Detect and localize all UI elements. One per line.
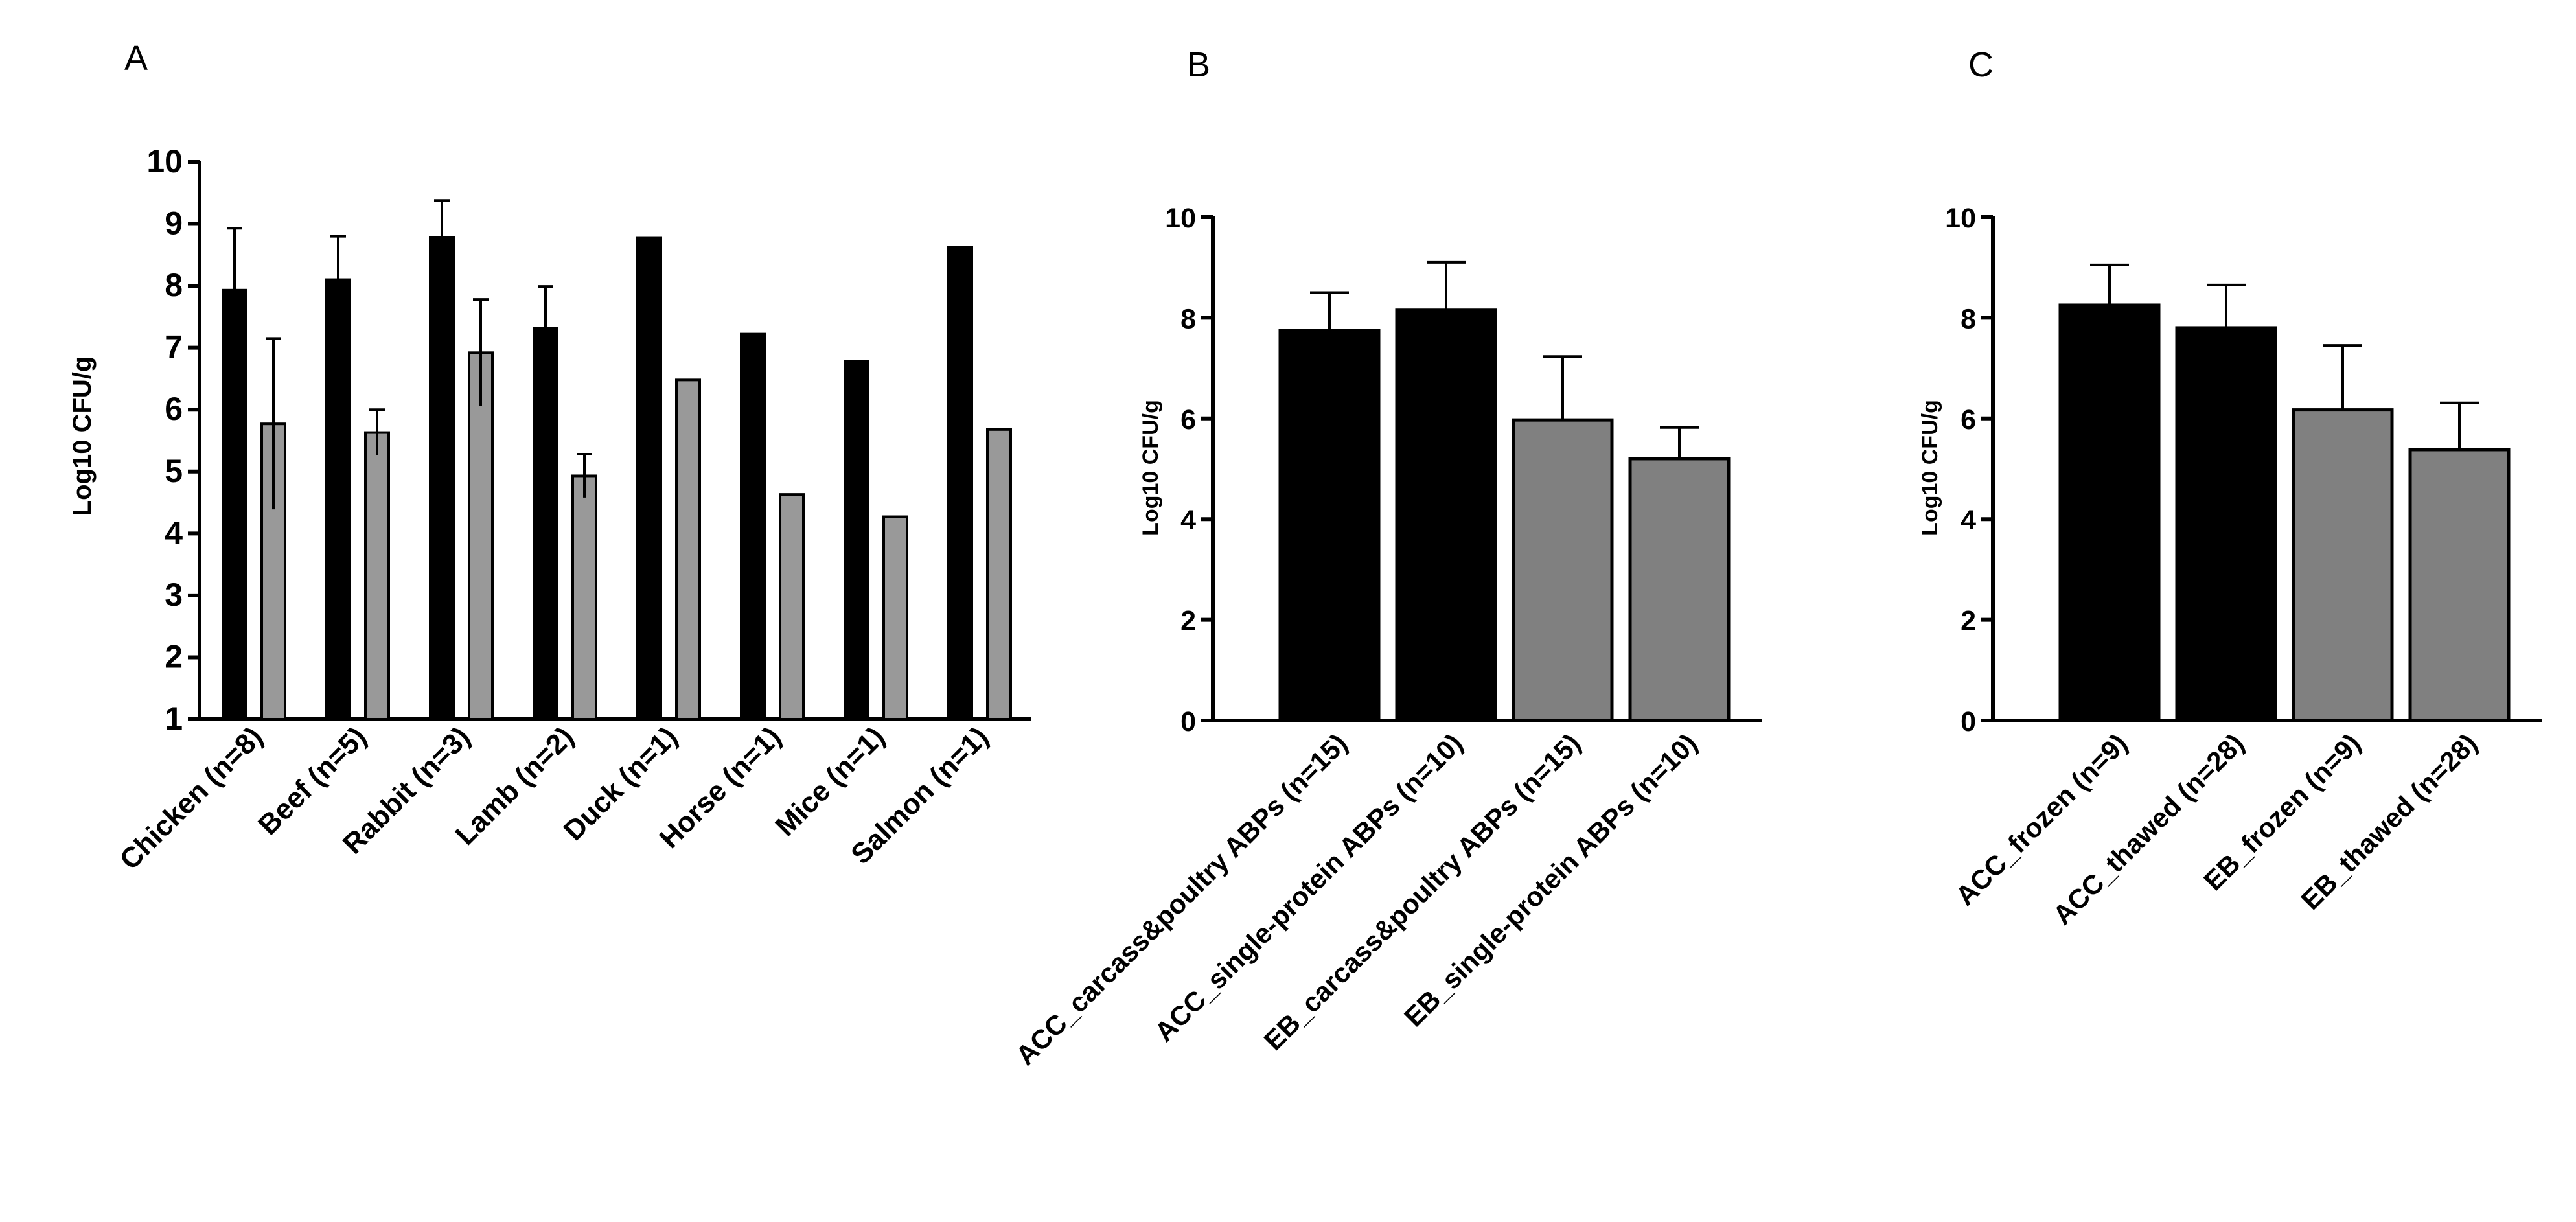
panel-c-y-tick-label: 4	[1961, 505, 1976, 536]
panel-b-y-label: Log10 CFU/g	[1138, 400, 1163, 536]
panel-c-letter: C	[1968, 45, 1994, 84]
panel-a-category-label: Chicken (n=8)	[114, 721, 270, 876]
panel-a-y-tick-label: 8	[165, 267, 183, 303]
panel-b-y-tick-label: 4	[1180, 505, 1196, 536]
panel-a-bar-black	[844, 360, 869, 721]
panel-b-bar	[1628, 457, 1731, 722]
panel-c-category-label: ACC_thawed (n=28)	[2047, 728, 2249, 930]
panel-a-bar-black	[533, 327, 558, 721]
panel-b-bar	[1278, 329, 1381, 722]
panel-b-y-tick-label: 6	[1180, 404, 1196, 435]
panel-a-y-tick-label: 10	[146, 143, 183, 179]
panel-a-bar-gray	[468, 351, 494, 721]
panel-a-bar-gray	[986, 428, 1012, 721]
panel-c-bar	[2292, 408, 2394, 722]
panel-a-y-tick-label: 7	[165, 329, 183, 365]
panel-c-y-tick-label: 10	[1945, 203, 1976, 234]
panel-c-y-tick-label: 6	[1961, 404, 1976, 435]
panel-b-bar	[1512, 418, 1614, 722]
panel-a-y-tick-label: 9	[165, 205, 183, 242]
panel-a-y-tick-label: 4	[165, 514, 183, 551]
panel-a-y-tick-label: 3	[165, 577, 183, 613]
panel-b-y-tick-label: 10	[1165, 203, 1196, 234]
panel-a-y-tick-label: 6	[165, 391, 183, 427]
panel-b-y-tick-label: 8	[1180, 303, 1196, 334]
panel-b-letter: B	[1187, 45, 1210, 84]
panel-a-y-tick-label: 5	[165, 453, 183, 489]
panel-c-y-label: Log10 CFU/g	[1918, 400, 1942, 536]
panel-a-letter: A	[124, 39, 148, 78]
panel-b-bar	[1395, 308, 1497, 722]
panel-a-y-label: Log10 CFU/g	[68, 356, 97, 516]
panel-a-bar-black	[325, 278, 351, 721]
panel-a-bar-black	[222, 288, 247, 721]
panel-a-bar-gray	[675, 378, 701, 721]
panel-c-y-tick-label: 0	[1961, 706, 1976, 737]
panel-c-bar	[2058, 303, 2161, 722]
panel-c-y-tick-label: 8	[1961, 303, 1976, 334]
panel-b-y-tick-label: 2	[1180, 606, 1196, 637]
panel-a-bar-gray	[260, 422, 286, 721]
panel-a-bar-gray	[882, 515, 908, 721]
panel-a-y-tick-label: 1	[165, 700, 183, 737]
panel-c-y-tick-label: 2	[1961, 606, 1976, 637]
panel-a-y-tick-label: 2	[165, 638, 183, 674]
panel-b: B Log10 CFU/g 0246810ACC_carcass&poultry…	[1010, 45, 1762, 1071]
panel-a-bar-gray	[571, 474, 597, 721]
panel-a-bar-black	[947, 246, 973, 721]
panel-c-bar	[2175, 326, 2277, 722]
panel-b-y-tick-label: 0	[1180, 706, 1196, 737]
panel-a-bar-gray	[779, 493, 805, 721]
panel-a-bar-black	[429, 236, 455, 721]
panel-a-bar-black	[636, 236, 662, 721]
panel-c-bar	[2408, 448, 2511, 722]
panel-a-bar-black	[740, 332, 766, 721]
panel-a-bar-gray	[364, 431, 390, 721]
